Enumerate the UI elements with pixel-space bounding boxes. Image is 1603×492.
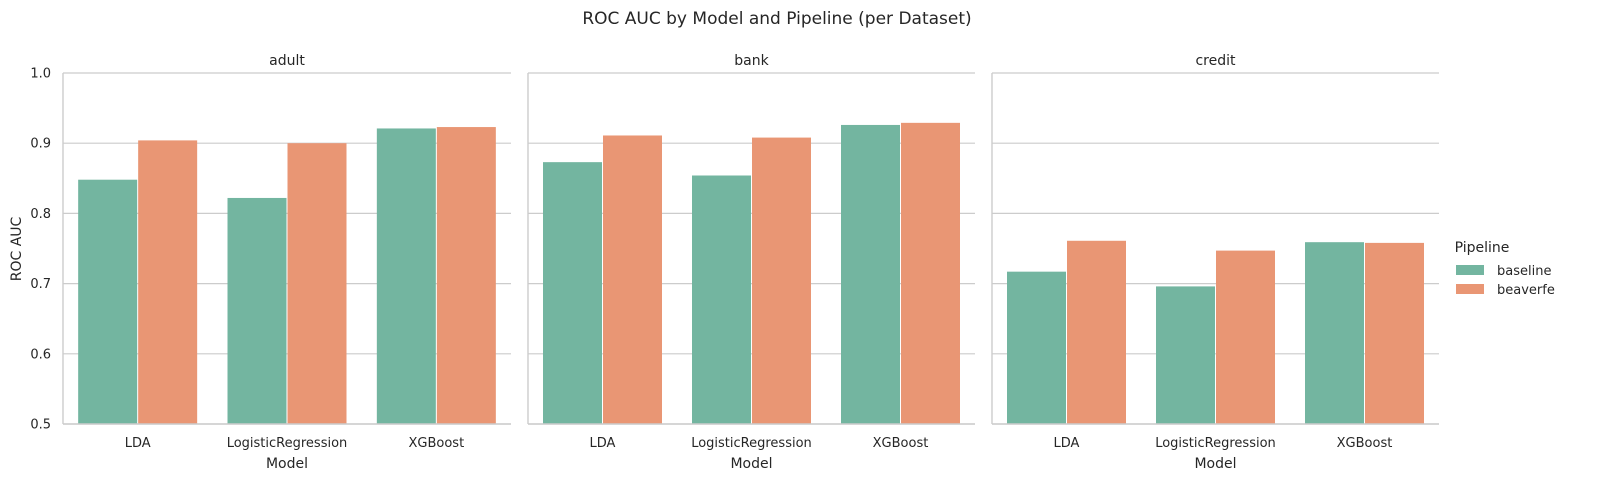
bar-adult-LogisticRegression-beaverfe xyxy=(287,143,347,424)
bar-bank-XGBoost-beaverfe xyxy=(901,122,960,424)
y-tick-label: 0.7 xyxy=(30,277,51,292)
x-tick-label: LogisticRegression xyxy=(691,436,812,451)
legend-swatch-baseline xyxy=(1456,265,1484,275)
facet-credit: credit LDA LogisticRegression XGBoost Model xyxy=(991,53,1439,472)
bar-bank-XGBoost-baseline xyxy=(841,124,900,424)
facet-title: adult xyxy=(269,53,305,69)
x-axis-label: Model xyxy=(266,456,308,472)
x-axis-label: Model xyxy=(730,456,772,472)
facet-title: bank xyxy=(734,53,769,69)
bar-adult-LDA-beaverfe xyxy=(138,140,198,424)
bar-credit-XGBoost-beaverfe xyxy=(1365,242,1424,424)
chart-title: ROC AUC by Model and Pipeline (per Datas… xyxy=(582,9,971,29)
bar-bank-LogisticRegression-baseline xyxy=(692,175,751,424)
legend-label-baseline: baseline xyxy=(1497,264,1551,279)
y-tick-label: 1.0 xyxy=(30,67,51,82)
bar-credit-LogisticRegression-baseline xyxy=(1156,286,1215,424)
y-axis-label: ROC AUC xyxy=(9,216,25,281)
bar-adult-XGBoost-beaverfe xyxy=(436,127,496,424)
x-tick-label: LDA xyxy=(125,436,151,451)
x-tick-label: LDA xyxy=(1054,436,1080,451)
bar-bank-LDA-baseline xyxy=(543,162,602,425)
x-tick-label: LogisticRegression xyxy=(1155,436,1276,451)
bar-credit-XGBoost-baseline xyxy=(1305,242,1364,424)
facets: adult LDA LogisticRegression XGBoost Model 0.… xyxy=(30,53,1439,472)
facet-bank: bank LDA LogisticRegression XGBoost Model xyxy=(527,53,975,472)
legend: Pipeline baseline beaverfe xyxy=(1455,240,1555,298)
x-tick-label: LDA xyxy=(590,436,616,451)
bar-bank-LDA-beaverfe xyxy=(603,135,662,424)
y-tick-label: 0.9 xyxy=(30,137,51,152)
facet-title: credit xyxy=(1195,53,1236,69)
y-tick-label: 0.6 xyxy=(30,347,51,362)
y-tick-label: 0.8 xyxy=(30,207,51,222)
bar-adult-XGBoost-baseline xyxy=(376,128,436,424)
bar-credit-LDA-beaverfe xyxy=(1067,240,1126,424)
x-tick-label: XGBoost xyxy=(873,436,929,451)
x-tick-label: LogisticRegression xyxy=(227,436,348,451)
x-tick-label: XGBoost xyxy=(408,436,464,451)
x-tick-label: XGBoost xyxy=(1337,436,1393,451)
bar-credit-LDA-baseline xyxy=(1007,271,1066,424)
bar-bank-LogisticRegression-beaverfe xyxy=(752,137,811,425)
legend-swatch-beaverfe xyxy=(1456,284,1484,294)
bar-adult-LDA-baseline xyxy=(78,179,138,424)
legend-label-beaverfe: beaverfe xyxy=(1497,283,1555,298)
legend-title: Pipeline xyxy=(1455,240,1510,256)
facet-adult: adult LDA LogisticRegression XGBoost Model 0.… xyxy=(30,53,511,472)
x-axis-label: Model xyxy=(1194,456,1236,472)
bar-credit-LogisticRegression-beaverfe xyxy=(1216,250,1275,424)
bar-adult-LogisticRegression-baseline xyxy=(227,197,287,424)
y-tick-label: 0.5 xyxy=(30,418,51,433)
